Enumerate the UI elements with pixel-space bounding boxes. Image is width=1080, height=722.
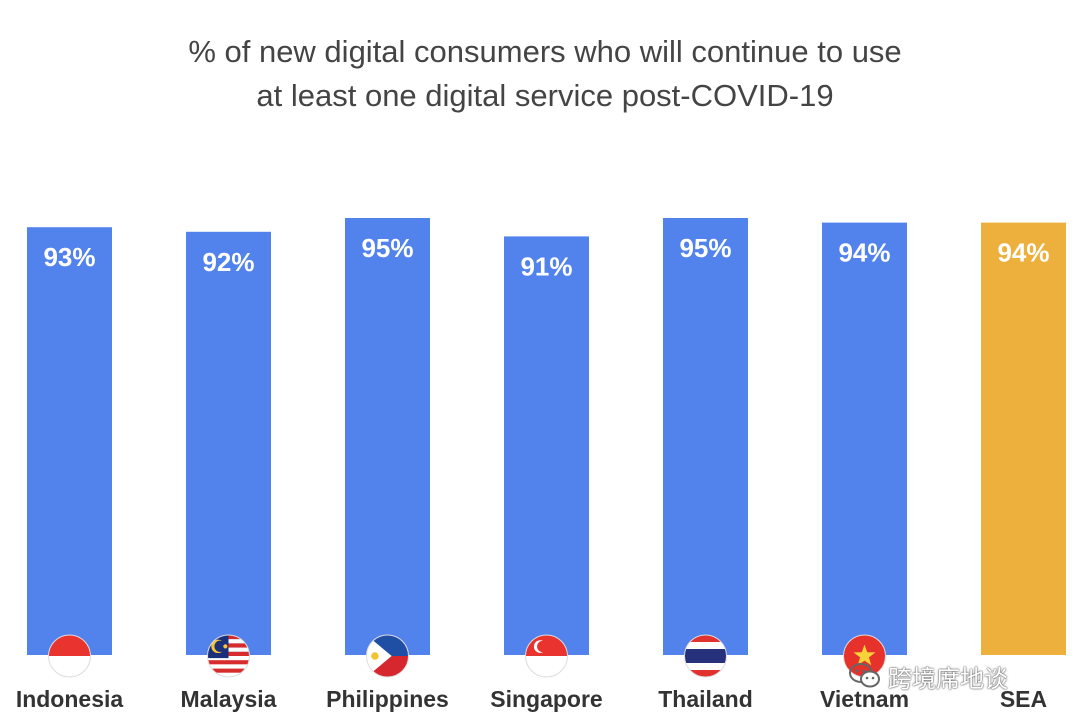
bar-singapore [504, 236, 589, 655]
data-label-singapore: 91% [520, 251, 572, 281]
flags-group [48, 634, 886, 678]
flag-singapore-icon [525, 634, 568, 678]
category-label-malaysia: Malaysia [181, 686, 277, 712]
flag-indonesia-icon [48, 634, 91, 678]
category-label-vietnam: Vietnam [820, 686, 909, 712]
bars-group [27, 218, 1066, 656]
category-label-thailand: Thailand [658, 686, 753, 712]
bar-vietnam [822, 222, 907, 655]
data-label-thailand: 95% [679, 233, 731, 263]
data-label-philippines: 95% [361, 233, 413, 263]
data-label-malaysia: 92% [202, 247, 254, 277]
flag-vietnam-icon [843, 634, 886, 678]
category-label-sea: SEA [1000, 686, 1047, 712]
flag-thailand-icon [684, 634, 727, 678]
data-label-vietnam: 94% [838, 238, 890, 268]
data-label-sea: 94% [997, 238, 1049, 268]
category-label-philippines: Philippines [326, 686, 449, 712]
chart-title-line-1: % of new digital consumers who will cont… [188, 34, 902, 69]
bar-thailand [663, 218, 748, 655]
category-label-indonesia: Indonesia [16, 686, 124, 712]
bar-philippines [345, 218, 430, 655]
bar-indonesia [27, 227, 112, 655]
category-label-singapore: Singapore [490, 686, 602, 712]
flag-malaysia-icon [207, 634, 250, 678]
chart-title: % of new digital consumers who will cont… [0, 30, 1080, 118]
chart-title-line-2: at least one digital service post-COVID-… [256, 78, 834, 113]
bar-sea [981, 222, 1066, 655]
data-label-indonesia: 93% [43, 242, 95, 272]
flag-philippines-icon [366, 634, 409, 678]
labels-group: 93% Indonesia 92% Malaysia 95% Philippines 91%… [16, 233, 1050, 712]
bar-malaysia [186, 231, 271, 656]
